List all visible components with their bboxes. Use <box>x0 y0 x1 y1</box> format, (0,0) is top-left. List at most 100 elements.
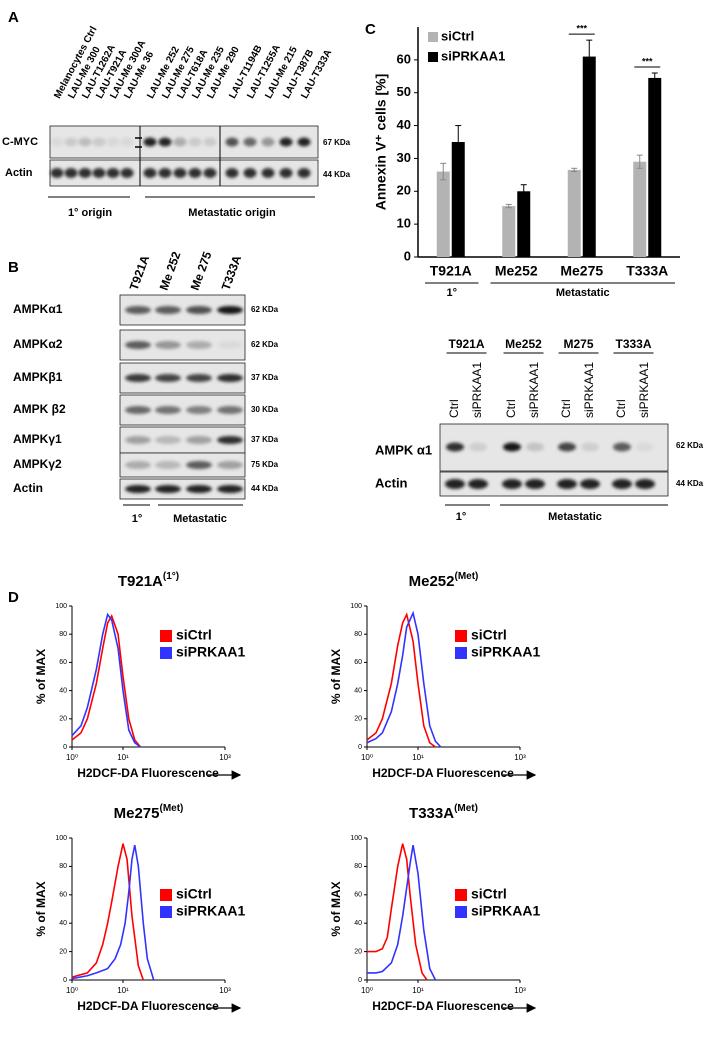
size-label: 75 KDa <box>251 460 279 469</box>
y-tick-label: 20 <box>354 716 362 723</box>
blot-band <box>636 442 654 452</box>
y-tick-label: 60 <box>354 659 362 666</box>
legend-label: siPRKAA1 <box>176 903 245 919</box>
cell-line-label: T921A <box>448 337 484 351</box>
bar <box>633 161 647 257</box>
chart-title-sup: (Met) <box>454 803 478 814</box>
lane-label: Ctrl <box>504 399 518 418</box>
y-tick-label: 100 <box>350 603 362 610</box>
group-label: Metastatic <box>556 287 610 299</box>
blot-band <box>92 168 106 178</box>
blot-band <box>125 341 151 349</box>
blot-band <box>279 137 293 147</box>
blot-band <box>445 479 465 489</box>
blot-band <box>613 442 631 452</box>
blot-band <box>297 137 311 147</box>
bar <box>451 142 465 257</box>
size-label: 44 KDa <box>251 484 279 493</box>
blot-background <box>119 452 246 478</box>
blot-band <box>155 306 181 314</box>
blot-band <box>557 479 577 489</box>
blot-band <box>217 374 243 382</box>
histogram-line <box>71 612 141 748</box>
blot-band <box>188 137 202 147</box>
blot-band <box>203 168 217 178</box>
blot-band <box>158 168 172 178</box>
row-label: AMPKβ1 <box>13 370 63 384</box>
blot-band <box>120 168 134 178</box>
x-tick-label: 10³ <box>514 986 526 995</box>
cell-line-label: M275 <box>563 337 593 351</box>
x-tick-label: 10¹ <box>412 986 424 995</box>
size-label: 44 KDa <box>323 170 351 179</box>
lane-label: Ctrl <box>559 399 573 418</box>
cell-line-label: T333A <box>615 337 651 351</box>
y-axis-label: % of MAX <box>329 649 343 704</box>
blot-band <box>217 461 243 469</box>
lane-label: Ctrl <box>447 399 461 418</box>
histogram-line <box>367 843 428 981</box>
blot-band <box>173 168 187 178</box>
y-tick-label: 0 <box>63 977 67 984</box>
blot-band <box>558 442 576 452</box>
blot-band <box>125 406 151 414</box>
group-label: Metastatic <box>548 511 602 523</box>
legend-label: siPRKAA1 <box>471 903 540 919</box>
blot-band <box>502 479 522 489</box>
group-label: 1° <box>456 511 467 523</box>
blot-band <box>155 406 181 414</box>
blot-band <box>125 306 151 314</box>
y-tick-label: 100 <box>350 835 362 842</box>
group-label: 1° <box>132 513 143 525</box>
y-tick-label: 60 <box>59 659 67 666</box>
blot-band <box>468 479 488 489</box>
blot-band <box>186 485 212 493</box>
x-tick-label: 10¹ <box>117 753 129 762</box>
blot-band <box>64 168 78 178</box>
y-axis-label: % of MAX <box>329 881 343 936</box>
row-label: AMPKα1 <box>13 302 63 316</box>
row-label: AMPKα2 <box>13 337 63 351</box>
y-axis-label: % of MAX <box>34 881 48 936</box>
lane-label: siPRKAA1 <box>470 362 484 418</box>
blot-band <box>526 442 544 452</box>
blot-band <box>580 479 600 489</box>
panel-label: C <box>365 21 376 38</box>
chart-title-sup: (1°) <box>163 571 179 582</box>
y-tick-label: 60 <box>59 892 67 899</box>
row-label: AMPK α1 <box>375 442 432 457</box>
y-tick-label: 60 <box>354 892 362 899</box>
panel-label: D <box>8 589 19 606</box>
blot-band <box>155 461 181 469</box>
bar <box>517 191 531 257</box>
blot-band <box>186 374 212 382</box>
blot-band <box>203 137 217 147</box>
y-tick-label: 50 <box>397 84 411 99</box>
x-axis-label: H2DCF-DA Fluorescence <box>77 766 219 780</box>
x-tick-label: 10¹ <box>117 986 129 995</box>
blot-band <box>50 168 64 178</box>
y-tick-label: 80 <box>354 863 362 870</box>
legend-swatch <box>160 889 172 901</box>
legend-label: siCtrl <box>471 886 507 902</box>
blot-band <box>188 168 202 178</box>
lane-label: siPRKAA1 <box>637 362 651 418</box>
y-tick-label: 0 <box>358 977 362 984</box>
blot-band <box>243 168 257 178</box>
x-tick-label: 10⁰ <box>66 986 78 995</box>
blot-band <box>106 137 120 147</box>
blot-band <box>186 406 212 414</box>
blot-band <box>120 137 134 147</box>
row-label: AMPK β2 <box>13 402 66 416</box>
blot-band <box>143 137 157 147</box>
y-axis-label: % of MAX <box>34 649 48 704</box>
blot-band <box>503 442 521 452</box>
row-label: Actin <box>13 481 43 495</box>
blot-band <box>297 168 311 178</box>
histogram-line <box>367 844 437 981</box>
y-tick-label: 80 <box>59 863 67 870</box>
row-label: Actin <box>5 167 33 179</box>
x-tick-label: 10³ <box>219 986 231 995</box>
blot-band <box>581 442 599 452</box>
